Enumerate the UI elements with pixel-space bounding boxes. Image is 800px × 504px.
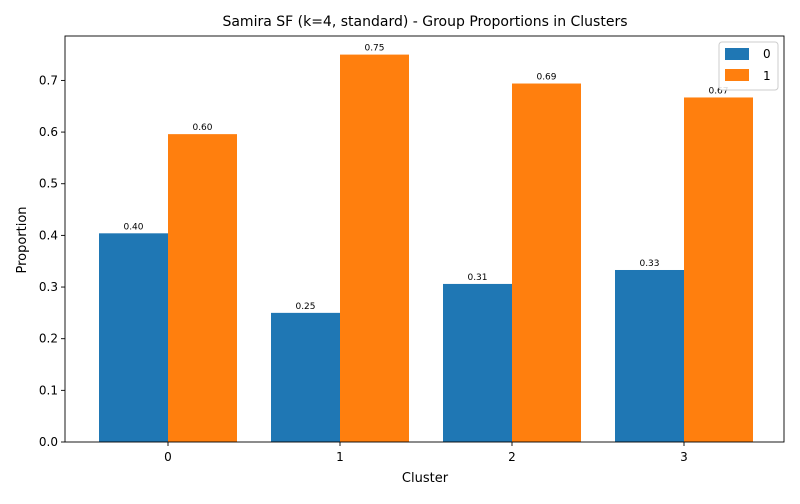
y-axis-label: Proportion (15, 206, 30, 273)
x-axis-label: Cluster (402, 471, 449, 486)
bar-value-label: 0.67 (708, 86, 728, 96)
x-axis-ticks: 0 1 2 3 (164, 442, 688, 464)
x-tick-label: 3 (680, 450, 688, 464)
bar-value-label: 0.40 (123, 222, 143, 232)
y-tick-label: 0.5 (39, 177, 58, 191)
legend-label-series-1: 1 (763, 69, 771, 83)
x-tick-label: 0 (164, 450, 172, 464)
bar-value-label: 0.60 (192, 123, 212, 133)
y-tick-label: 0.3 (39, 280, 58, 294)
plot-area-frame (64, 35, 785, 443)
bar-value-label: 0.75 (364, 44, 384, 54)
y-tick-label: 0.6 (39, 125, 58, 139)
bar-value-label: 0.31 (467, 273, 487, 283)
bar-value-label: 0.33 (639, 259, 659, 269)
bar-series-1-cluster-1 (340, 54, 409, 442)
bar-series-0-cluster-0 (99, 233, 168, 442)
chart-title: Samira SF (k=4, standard) - Group Propor… (222, 14, 627, 30)
y-tick-label: 0.7 (39, 73, 58, 87)
bar-series-0-cluster-1 (271, 312, 340, 442)
legend-label-series-0: 0 (763, 47, 771, 61)
legend: 0 1 (718, 41, 779, 91)
bar-labels-layer: 0.40 0.25 0.31 0.33 0.60 0.75 0.69 0.67 (123, 44, 728, 312)
legend-swatch-series-1 (725, 69, 749, 81)
bar-series-0-cluster-2 (443, 283, 512, 442)
bar-value-label: 0.69 (536, 73, 556, 83)
x-tick-label: 1 (336, 450, 344, 464)
legend-swatch-series-0 (725, 48, 749, 60)
y-tick-label: 0.1 (39, 383, 58, 397)
y-tick-label: 0.2 (39, 332, 58, 346)
x-tick-label: 2 (508, 450, 516, 464)
bars-layer (99, 54, 753, 442)
y-tick-label: 0.0 (39, 435, 58, 449)
bar-series-0-cluster-3 (615, 269, 684, 442)
bar-series-1-cluster-2 (512, 83, 581, 442)
bar-series-1-cluster-3 (684, 97, 753, 442)
y-tick-label: 0.4 (39, 228, 58, 242)
bar-value-label: 0.25 (295, 302, 315, 312)
bar-series-1-cluster-0 (168, 134, 237, 442)
y-axis-ticks: 0.0 0.1 0.2 0.3 0.4 0.5 0.6 0.7 (39, 73, 65, 449)
